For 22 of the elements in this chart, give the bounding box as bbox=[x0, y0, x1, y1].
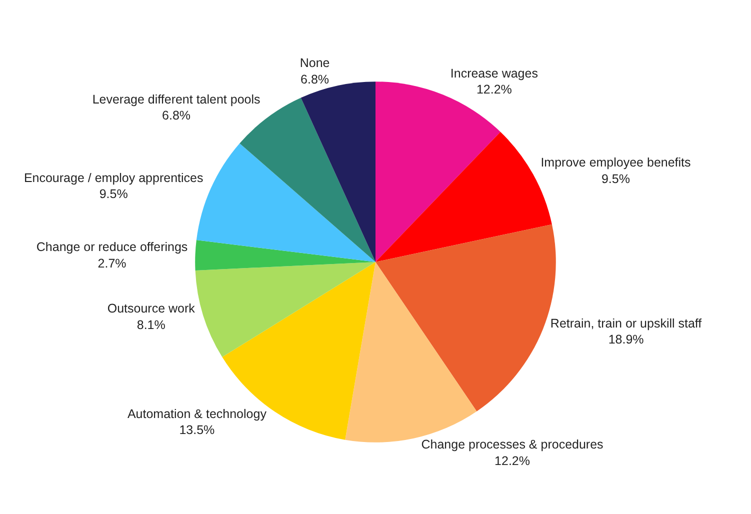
data-label: 13.5% bbox=[179, 423, 215, 438]
slice-label: None bbox=[300, 56, 330, 70]
data-label: 9.5% bbox=[601, 172, 630, 186]
slice-label: Encourage / employ apprentices bbox=[24, 170, 204, 185]
slice-label: Change processes & procedures bbox=[421, 438, 604, 452]
data-label: 8.1% bbox=[136, 318, 166, 332]
slice-label: Automation & technology bbox=[127, 406, 268, 421]
pie-slice bbox=[195, 262, 376, 358]
slice-label: Improve employee benefits bbox=[540, 156, 691, 170]
slice-label: Increase wages bbox=[450, 66, 538, 80]
slice-label: Outsource work bbox=[107, 302, 196, 316]
slice-label: Retrain, train or upskill staff bbox=[550, 316, 702, 330]
data-label: 9.5% bbox=[99, 187, 128, 202]
slice-label: Leverage different talent pools bbox=[92, 92, 260, 106]
data-label: 12.2% bbox=[494, 454, 530, 468]
data-label: 12.2% bbox=[476, 82, 512, 97]
slice-label: Change or reduce offerings bbox=[36, 240, 188, 254]
data-label: 2.7% bbox=[98, 256, 126, 270]
data-label: 6.8% bbox=[300, 72, 330, 86]
data-label: 18.9% bbox=[608, 332, 644, 347]
pie-slice bbox=[195, 240, 376, 270]
data-label: 6.8% bbox=[162, 108, 191, 123]
